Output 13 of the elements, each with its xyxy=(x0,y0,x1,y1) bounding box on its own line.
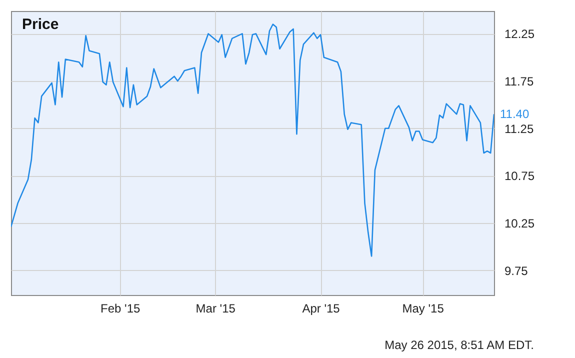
x-tick-label: Apr '15 xyxy=(302,302,340,316)
y-tick-label: 10.75 xyxy=(504,169,535,184)
x-tick-label: May '15 xyxy=(402,302,444,316)
x-tick-label: Feb '15 xyxy=(100,302,140,316)
text: May 26 2015, 8:51 AM EDT. xyxy=(384,338,534,352)
y-tick-label: 9.75 xyxy=(504,264,528,278)
annotation: 11.40 xyxy=(500,107,530,122)
y-tick-label: 12.25 xyxy=(504,27,535,42)
chart-title: Price xyxy=(22,16,59,33)
y-tick-label: 11.75 xyxy=(504,74,534,89)
x-tick-label: Mar '15 xyxy=(196,302,236,316)
y-tick-label: 11.25 xyxy=(504,122,534,136)
y-tick-label: 10.25 xyxy=(504,216,535,231)
